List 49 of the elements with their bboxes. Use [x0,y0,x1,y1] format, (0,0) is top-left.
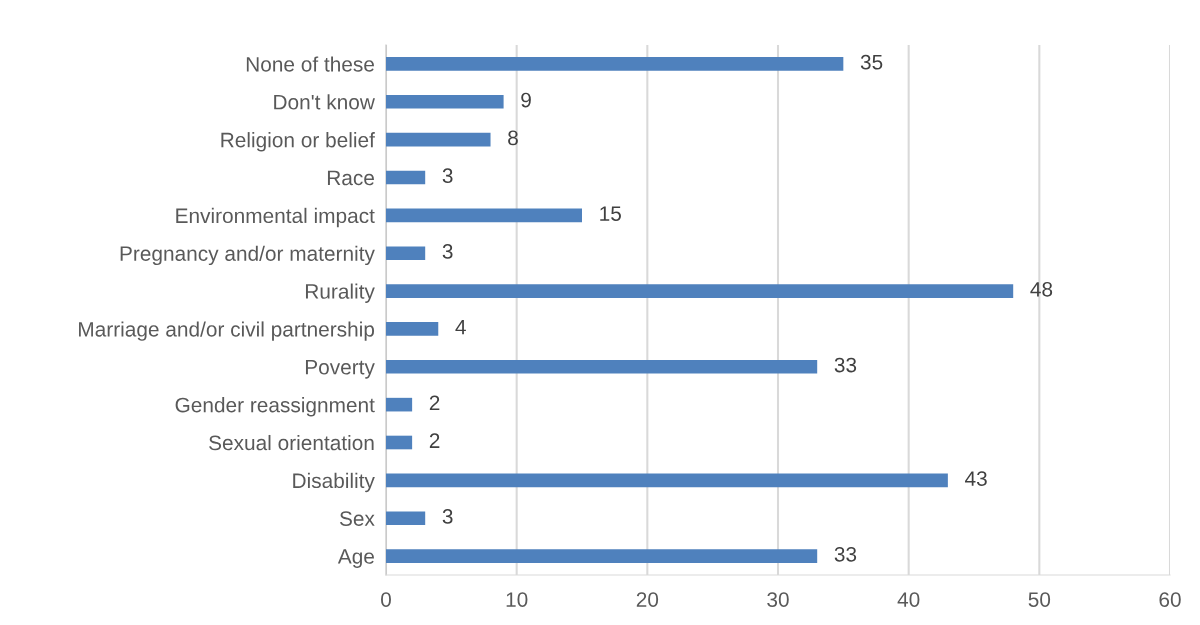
y-tick-label: Rurality [305,283,375,303]
data-label: 48 [1030,281,1053,297]
x-tick-label: 20 [636,592,659,607]
data-label: 2 [429,433,440,448]
bar [386,284,1014,298]
data-label: 9 [521,92,531,108]
y-tick-label: Marriage and/or civil partnership [79,321,375,341]
data-label: 15 [600,206,621,221]
x-tick-label: 50 [1028,592,1051,607]
bar [386,94,504,109]
data-label: 2 [429,395,440,411]
data-label: 3 [442,244,453,259]
y-tick-label: Race [327,170,374,186]
bar [386,359,818,374]
data-label: 35 [860,54,883,70]
data-label: 33 [834,357,857,373]
y-tick-label: Sex [339,511,375,526]
y-tick-label: Age [337,549,374,568]
x-tick-label: 40 [897,592,920,607]
x-tick-label: 60 [1159,592,1181,607]
y-tick-label: Religion or belief [221,132,375,152]
bar [386,208,582,223]
bar [386,397,413,412]
x-tick-label: 30 [767,592,789,607]
bar [386,511,426,526]
data-label: 3 [442,509,453,524]
data-label: 4 [455,319,466,335]
x-tick-label: 0 [381,592,391,607]
bar [386,435,413,450]
data-label: 8 [508,130,518,146]
y-tick-label: Don't know [274,94,375,110]
y-tick-label: Disability [293,472,375,493]
y-tick-label: Pregnancy and/or maternity [120,245,375,266]
y-tick-label: Environmental impact [176,207,375,228]
bar [386,57,844,71]
bar [386,473,948,488]
y-tick-label: Sexual orientation [209,434,374,451]
data-label: 43 [965,471,987,486]
data-label: 3 [442,168,453,184]
y-tick-label: Poverty [305,360,375,379]
bar [386,132,491,147]
bar [386,170,426,185]
y-tick-label: Gender reassignment [175,397,375,417]
y-tick-label: None of these [246,56,374,72]
bar [386,322,439,336]
bar [386,246,426,261]
bar [386,549,818,563]
data-label: 33 [834,546,857,562]
x-tick-label: 10 [506,592,528,607]
